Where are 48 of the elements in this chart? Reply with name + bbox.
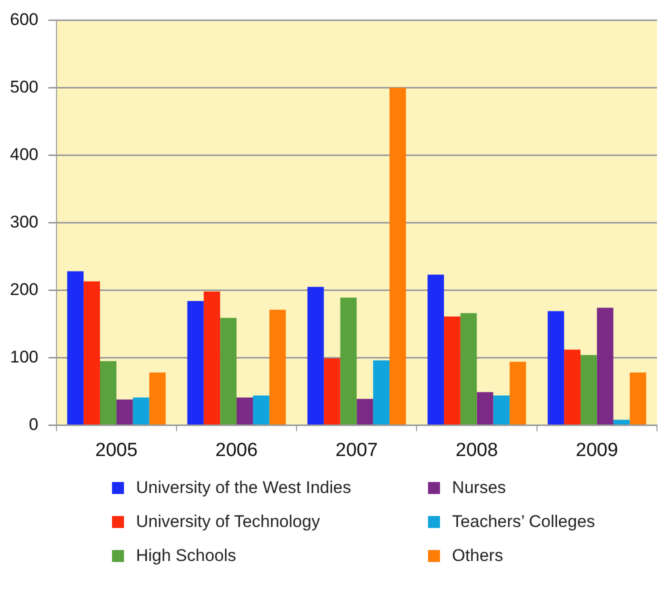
bar xyxy=(564,350,581,424)
bar xyxy=(580,355,597,424)
bar xyxy=(269,310,286,424)
bar xyxy=(630,372,646,424)
bar xyxy=(356,398,374,424)
y-tick-label: 0 xyxy=(28,414,38,434)
y-tick-label: 500 xyxy=(10,77,38,96)
bar xyxy=(84,281,100,424)
bar xyxy=(476,392,494,424)
legend-label: High Schools xyxy=(136,546,236,566)
x-tick-label: 2007 xyxy=(336,440,378,461)
x-tick-label: 2009 xyxy=(576,440,618,461)
y-tick-label: 200 xyxy=(10,280,38,299)
bar xyxy=(613,420,630,424)
bar xyxy=(444,316,460,424)
bar xyxy=(149,372,166,424)
bar xyxy=(236,398,253,424)
x-tick-label: 2005 xyxy=(95,440,138,461)
bar xyxy=(187,301,204,424)
legend-label: University of Technology xyxy=(136,512,320,532)
bar xyxy=(493,396,510,424)
bar xyxy=(100,361,116,424)
bar xyxy=(390,88,406,424)
bar xyxy=(132,398,150,424)
legend-label: Others xyxy=(452,546,504,566)
y-tick-label: 600 xyxy=(10,10,38,29)
bar xyxy=(220,318,237,424)
legend-label: Teachers’ Colleges xyxy=(452,512,596,532)
legend-label: University of the West Indies xyxy=(136,478,352,498)
bar xyxy=(510,362,526,424)
bar xyxy=(428,274,444,424)
bar xyxy=(307,286,324,424)
y-tick-label: 300 xyxy=(10,212,38,232)
bar xyxy=(340,298,357,424)
x-tick-label: 2008 xyxy=(456,440,498,461)
bar xyxy=(596,308,614,424)
y-tick-label: 100 xyxy=(10,347,38,366)
bar xyxy=(373,360,390,424)
bar xyxy=(548,311,564,424)
bar xyxy=(204,292,220,424)
bar xyxy=(67,271,84,424)
bar xyxy=(116,400,133,424)
bar xyxy=(324,358,340,424)
bar xyxy=(252,396,270,424)
y-tick-label: 400 xyxy=(10,144,38,164)
legend-label: Nurses xyxy=(452,478,506,498)
bar xyxy=(460,313,477,424)
x-tick-label: 2006 xyxy=(215,440,258,461)
